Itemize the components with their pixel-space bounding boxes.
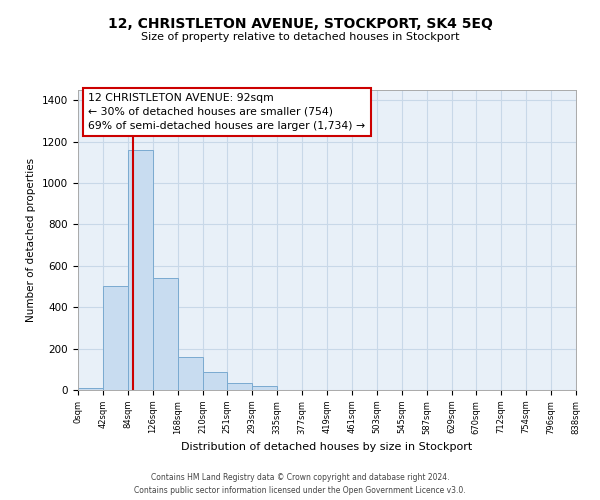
Y-axis label: Number of detached properties: Number of detached properties (26, 158, 37, 322)
Bar (153, 278, 178, 390)
Text: Size of property relative to detached houses in Stockport: Size of property relative to detached ho… (141, 32, 459, 42)
Bar (178, 357, 203, 390)
Text: 12, CHRISTLETON AVENUE, STOCKPORT, SK4 5EQ: 12, CHRISTLETON AVENUE, STOCKPORT, SK4 5… (107, 18, 493, 32)
Bar (103, 286, 128, 390)
Text: Contains HM Land Registry data © Crown copyright and database right 2024.
Contai: Contains HM Land Registry data © Crown c… (134, 474, 466, 495)
Bar (253, 386, 277, 390)
Text: 12 CHRISTLETON AVENUE: 92sqm
← 30% of detached houses are smaller (754)
69% of s: 12 CHRISTLETON AVENUE: 92sqm ← 30% of de… (88, 93, 365, 131)
X-axis label: Distribution of detached houses by size in Stockport: Distribution of detached houses by size … (181, 442, 473, 452)
Bar (227, 383, 252, 390)
Bar (78, 388, 103, 390)
Bar (128, 150, 152, 390)
Bar (203, 372, 227, 390)
